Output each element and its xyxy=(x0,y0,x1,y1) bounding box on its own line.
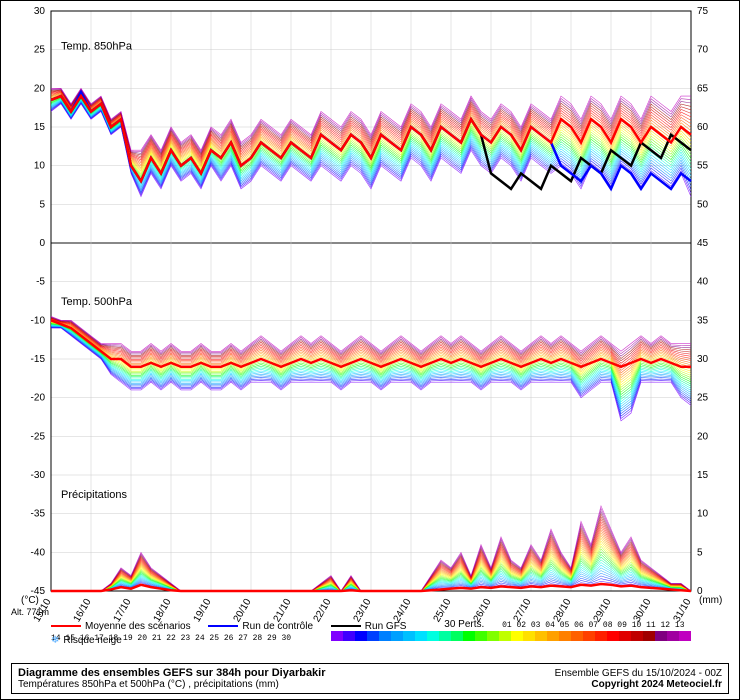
svg-text:40: 40 xyxy=(697,277,709,288)
pert-swatches xyxy=(331,631,691,644)
legend-perts-label: 30 Perts. xyxy=(444,619,484,630)
svg-text:0: 0 xyxy=(39,238,45,249)
svg-text:70: 70 xyxy=(697,45,709,56)
svg-text:Temp. 850hPa: Temp. 850hPa xyxy=(61,41,133,53)
svg-text:-5: -5 xyxy=(36,277,45,288)
snowflake-icon: ❄ xyxy=(51,635,59,646)
legend-snow-label: Risque neige xyxy=(63,635,121,646)
svg-text:15: 15 xyxy=(697,470,709,481)
svg-text:-40: -40 xyxy=(31,547,46,558)
svg-text:30: 30 xyxy=(697,354,709,365)
svg-text:20: 20 xyxy=(697,431,709,442)
legend-mean-swatch xyxy=(51,625,81,627)
svg-text:25: 25 xyxy=(34,45,46,56)
svg-text:-25: -25 xyxy=(31,431,46,442)
legend-control-label: Run de contrôle xyxy=(242,621,313,632)
svg-text:30: 30 xyxy=(34,6,46,17)
svg-text:-15: -15 xyxy=(31,354,46,365)
svg-text:25: 25 xyxy=(697,393,709,404)
chart-svg: -45-40-35-30-25-20-15-10-505101520253005… xyxy=(1,1,740,641)
footer-right: Ensemble GEFS du 15/10/2024 - 00Z Copyri… xyxy=(555,668,722,690)
svg-text:(mm): (mm) xyxy=(699,595,722,606)
svg-text:Précipitations: Précipitations xyxy=(61,489,128,501)
legend-control: Run de contrôle xyxy=(208,621,313,632)
svg-text:5: 5 xyxy=(39,199,45,210)
legend-gfs-swatch xyxy=(331,625,361,627)
footer-title: Diagramme des ensembles GEFS sur 384h po… xyxy=(18,667,326,679)
legend-snow: ❄ Risque neige xyxy=(51,635,122,646)
svg-text:-10: -10 xyxy=(31,315,46,326)
legend-mean: Moyenne des scénarios xyxy=(51,621,191,632)
svg-text:(°C): (°C) xyxy=(21,595,39,606)
svg-text:Temp. 500hPa: Temp. 500hPa xyxy=(61,296,133,308)
svg-text:20: 20 xyxy=(34,83,46,94)
svg-text:-35: -35 xyxy=(31,509,46,520)
svg-text:10: 10 xyxy=(697,509,709,520)
legend-gfs-label: Run GFS xyxy=(365,621,407,632)
svg-text:60: 60 xyxy=(697,122,709,133)
svg-text:35: 35 xyxy=(697,315,709,326)
footer-copyright: Copyright 2024 Meteociel.fr xyxy=(555,679,722,690)
footer-box: Diagramme des ensembles GEFS sur 384h po… xyxy=(11,663,729,694)
footer-subtitle: Températures 850hPa et 500hPa (°C) , pré… xyxy=(18,679,326,690)
svg-text:10: 10 xyxy=(34,161,46,172)
svg-text:5: 5 xyxy=(697,547,703,558)
svg-text:Alt. 771m: Alt. 771m xyxy=(11,607,49,617)
svg-text:75: 75 xyxy=(697,6,709,17)
legend-control-swatch xyxy=(208,625,238,627)
svg-text:65: 65 xyxy=(697,83,709,94)
ensemble-chart-container: -45-40-35-30-25-20-15-10-505101520253005… xyxy=(0,0,740,700)
legend-mean-label: Moyenne des scénarios xyxy=(85,621,191,632)
legend-gfs: Run GFS xyxy=(331,621,407,632)
svg-text:-30: -30 xyxy=(31,470,46,481)
legend-row-2: ❄ Risque neige xyxy=(51,635,691,646)
svg-text:-20: -20 xyxy=(31,393,46,404)
svg-text:50: 50 xyxy=(697,199,709,210)
svg-text:15: 15 xyxy=(34,122,46,133)
svg-text:45: 45 xyxy=(697,238,709,249)
footer-run-info: Ensemble GEFS du 15/10/2024 - 00Z xyxy=(555,668,722,679)
svg-text:55: 55 xyxy=(697,161,709,172)
footer-left: Diagramme des ensembles GEFS sur 384h po… xyxy=(18,667,326,690)
